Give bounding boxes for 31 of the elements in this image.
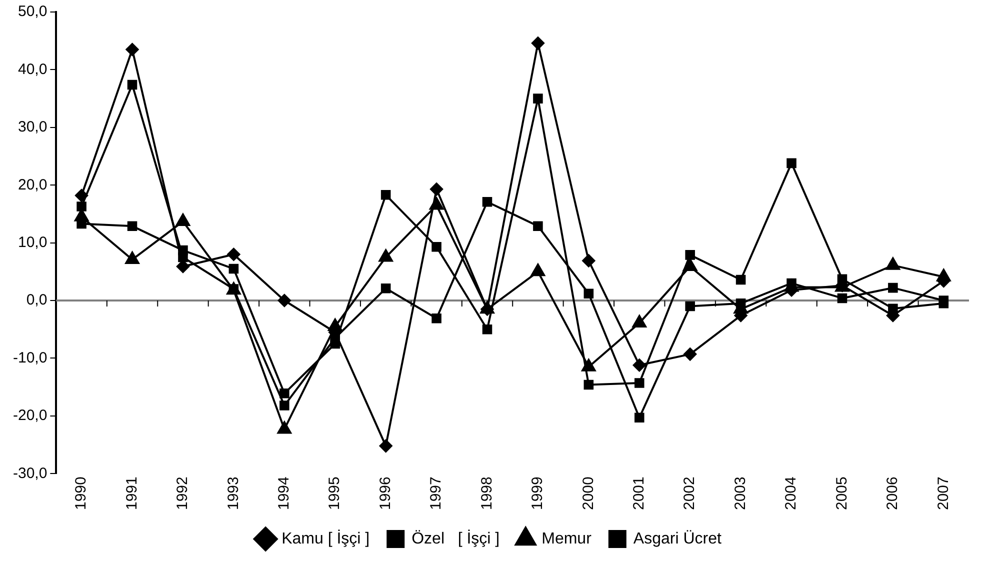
x-tick-label: 2002 <box>681 476 698 510</box>
legend-label: Özel [ İşçi ] <box>412 529 500 548</box>
x-tick-label: 2000 <box>580 476 597 510</box>
y-tick-label: -10,0 <box>12 349 48 366</box>
x-tick-label: 1999 <box>529 476 546 510</box>
y-tick-label: 40,0 <box>18 60 48 78</box>
x-tick-label: 1995 <box>326 476 344 510</box>
y-tick-label: 50,0 <box>18 3 48 20</box>
y-tick-label: -20,0 <box>12 407 48 424</box>
x-tick-label: 2007 <box>934 476 952 510</box>
legend-label: Kamu [ İşçi ] <box>282 529 370 548</box>
x-tick-label: 2006 <box>884 476 902 510</box>
x-tick-label: 1990 <box>72 476 90 510</box>
x-tick-label: 2004 <box>782 476 800 510</box>
x-tick-label: 1993 <box>224 476 242 510</box>
y-tick-label: -30,0 <box>12 464 48 482</box>
x-tick-label: 2001 <box>630 476 648 510</box>
x-tick-label: 1996 <box>376 476 394 510</box>
x-tick-label: 1991 <box>123 476 140 510</box>
y-tick-label: 10,0 <box>18 234 48 251</box>
x-tick-label: 1998 <box>478 476 496 510</box>
y-tick-label: 20,0 <box>18 176 48 194</box>
y-tick-label: 0,0 <box>26 292 48 309</box>
x-tick-label: 1997 <box>428 476 445 510</box>
legend-label: Memur <box>542 530 592 548</box>
y-tick-label: 30,0 <box>18 118 48 136</box>
x-tick-label: 1992 <box>174 476 192 510</box>
x-tick-label: 2003 <box>732 476 749 510</box>
legend-label: Asgari Ücret <box>633 529 722 548</box>
x-tick-label: 2005 <box>833 476 850 510</box>
x-tick-label: 1994 <box>276 476 293 510</box>
